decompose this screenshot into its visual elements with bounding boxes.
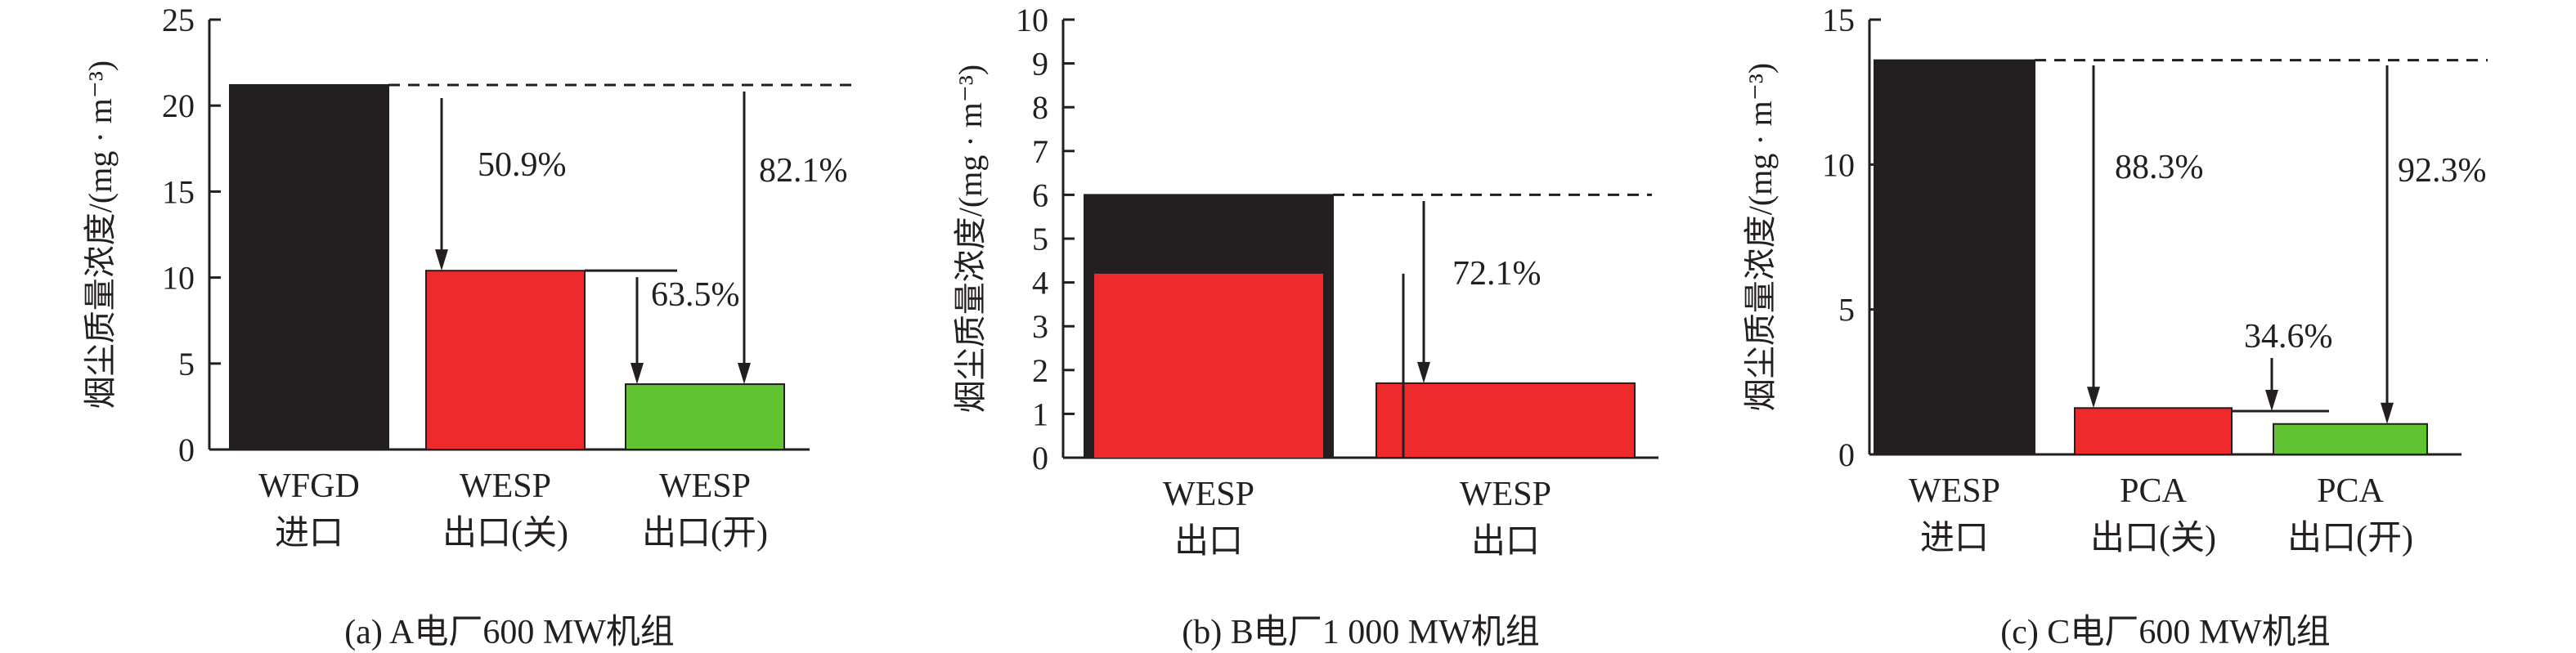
reduction-arrow [435, 98, 448, 271]
y-tick-label: 10 [1822, 146, 1855, 183]
x-category-label: WESP [1460, 476, 1551, 513]
bar-1 [1874, 59, 2035, 456]
y-tick-label: 5 [1032, 221, 1048, 257]
panel-c: 0 5 10 15 烟尘质量浓度/(mg · m⁻³) WESP 进口 PCA 出口(关) PCA… [1742, 2, 2488, 651]
reduction-arrow [738, 92, 751, 385]
reduction-arrow [1417, 201, 1430, 383]
x-category-label: WESP [1909, 472, 2000, 510]
y-tick-label: 6 [1032, 177, 1048, 213]
y-tick-label: 15 [1822, 2, 1855, 38]
y-tick-label: 1 [1032, 396, 1048, 432]
reduction-arrow [631, 277, 644, 385]
x-category-label: 出口(开) [2287, 520, 2413, 557]
x-category-label: WFGD [258, 467, 360, 505]
panel-caption: (b) B电厂1 000 MW机组 [1182, 614, 1539, 651]
bar-3 [2273, 423, 2428, 456]
reduction-arrow-head [631, 363, 644, 385]
y-tick-label: 5 [178, 346, 195, 382]
y-tick-label: 10 [1016, 2, 1048, 38]
panel-a: 0 5 10 15 20 25 烟尘质量浓度/(mg · m⁻³) WFGD 进口 WESP 出口(… [82, 2, 855, 651]
x-category-label: 出口 [1471, 523, 1540, 561]
bar-2 [1376, 382, 1636, 459]
y-tick-label: 0 [1838, 436, 1855, 473]
annotation-percentage: 50.9% [478, 146, 567, 184]
annotation-percentage: 88.3% [2115, 149, 2204, 186]
panel-caption: (c) C电厂600 MW机组 [2000, 614, 2331, 651]
annotation-percentage: 72.1% [1452, 255, 1542, 293]
x-category-label: 进口 [1920, 520, 1989, 557]
annotation-percentage: 34.6% [2244, 318, 2333, 356]
y-tick-label: 5 [1838, 292, 1855, 329]
reduction-arrow [2381, 65, 2394, 424]
annotation-percentage: 63.5% [651, 276, 740, 314]
reduction-arrow-head [435, 249, 448, 271]
x-category-label: 进口 [275, 515, 343, 552]
x-category-label: PCA [2120, 472, 2187, 510]
bar-2 [2074, 407, 2233, 455]
reduction-arrow-head [2087, 387, 2100, 409]
bar-2 [425, 270, 586, 450]
y-tick-label: 25 [162, 2, 195, 38]
y-tick-label: 0 [1032, 440, 1048, 476]
y-axis-label: 烟尘质量浓度/(mg · m⁻³) [82, 60, 119, 409]
y-tick-label: 0 [178, 432, 195, 468]
x-category-label: PCA [2317, 472, 2384, 510]
y-tick-label: 9 [1032, 46, 1048, 83]
y-tick-label: 2 [1032, 352, 1048, 389]
y-tick-label: 3 [1032, 308, 1048, 345]
y-axis-label: 烟尘质量浓度/(mg · m⁻³) [1742, 63, 1779, 411]
annotation-percentage: 92.3% [2398, 152, 2487, 190]
x-category-label: 出口(关) [2090, 520, 2216, 557]
x-category-label: 出口(开) [642, 515, 768, 552]
bar-3 [625, 383, 785, 451]
bar-1-inner [1094, 273, 1323, 458]
y-tick-label: 15 [162, 173, 195, 210]
reduction-arrow [2265, 358, 2278, 411]
reduction-arrow-head [2381, 402, 2394, 424]
x-category-label: 出口(关) [442, 515, 568, 552]
x-category-label: 出口 [1174, 523, 1243, 561]
y-tick-label: 7 [1032, 133, 1048, 170]
y-tick-label: 10 [162, 260, 195, 297]
x-category-label: WESP [460, 467, 551, 505]
y-tick-label: 8 [1032, 89, 1048, 126]
annotation-percentage: 82.1% [759, 152, 848, 190]
reduction-arrow [2087, 65, 2100, 409]
x-category-label: WESP [659, 467, 751, 505]
reduction-arrow-head [2265, 390, 2278, 411]
x-category-label: WESP [1163, 476, 1254, 513]
y-tick-label: 4 [1032, 265, 1048, 302]
reduction-arrow-head [738, 363, 751, 385]
panel-caption: (a) A电厂600 MW机组 [344, 614, 675, 651]
panel-b: 0 1 2 3 4 5 6 7 8 9 10 烟尘质量浓度/(mg · m⁻³) WESP 出口 WESP 出… [952, 2, 1658, 651]
y-axis-label: 烟尘质量浓度/(mg · m⁻³) [952, 65, 989, 413]
reduction-arrow-head [1417, 361, 1430, 383]
bar-1 [229, 83, 389, 451]
y-tick-label: 20 [162, 87, 195, 124]
